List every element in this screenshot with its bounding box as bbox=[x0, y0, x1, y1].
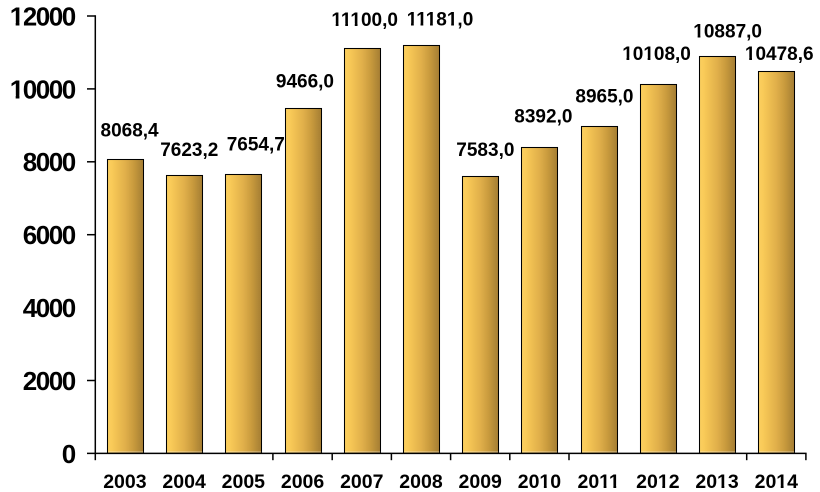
svg-text:2009: 2009 bbox=[459, 471, 503, 492]
svg-text:0: 0 bbox=[62, 439, 76, 469]
svg-text:10108,0: 10108,0 bbox=[622, 44, 691, 65]
svg-text:8000: 8000 bbox=[23, 147, 76, 177]
svg-text:8965,0: 8965,0 bbox=[575, 87, 633, 108]
svg-text:2007: 2007 bbox=[340, 471, 383, 492]
svg-text:2008: 2008 bbox=[399, 471, 443, 492]
svg-text:8068,4: 8068,4 bbox=[101, 120, 160, 141]
svg-text:11100,0: 11100,0 bbox=[331, 10, 398, 31]
svg-text:2003: 2003 bbox=[103, 471, 147, 492]
svg-text:2012: 2012 bbox=[636, 471, 680, 492]
svg-text:10478,6: 10478,6 bbox=[745, 44, 814, 65]
svg-text:2000: 2000 bbox=[23, 366, 76, 396]
svg-text:2010: 2010 bbox=[518, 471, 562, 492]
svg-text:6000: 6000 bbox=[23, 220, 76, 250]
svg-text:2004: 2004 bbox=[162, 471, 206, 492]
svg-text:10887,0: 10887,0 bbox=[693, 21, 762, 42]
svg-text:12000: 12000 bbox=[10, 1, 76, 31]
svg-text:2005: 2005 bbox=[222, 471, 266, 492]
svg-text:4000: 4000 bbox=[23, 293, 76, 323]
svg-text:2006: 2006 bbox=[281, 471, 325, 492]
svg-text:7583,0: 7583,0 bbox=[456, 140, 514, 161]
svg-text:9466,0: 9466,0 bbox=[276, 72, 334, 93]
svg-text:2011: 2011 bbox=[577, 471, 619, 492]
svg-text:10000: 10000 bbox=[10, 74, 76, 104]
svg-text:2013: 2013 bbox=[695, 471, 739, 492]
svg-text:7654,7: 7654,7 bbox=[227, 135, 285, 156]
svg-text:2014: 2014 bbox=[755, 471, 799, 492]
svg-text:11181,0: 11181,0 bbox=[407, 10, 474, 31]
svg-text:8392,0: 8392,0 bbox=[514, 107, 572, 128]
svg-text:7623,2: 7623,2 bbox=[160, 140, 218, 161]
